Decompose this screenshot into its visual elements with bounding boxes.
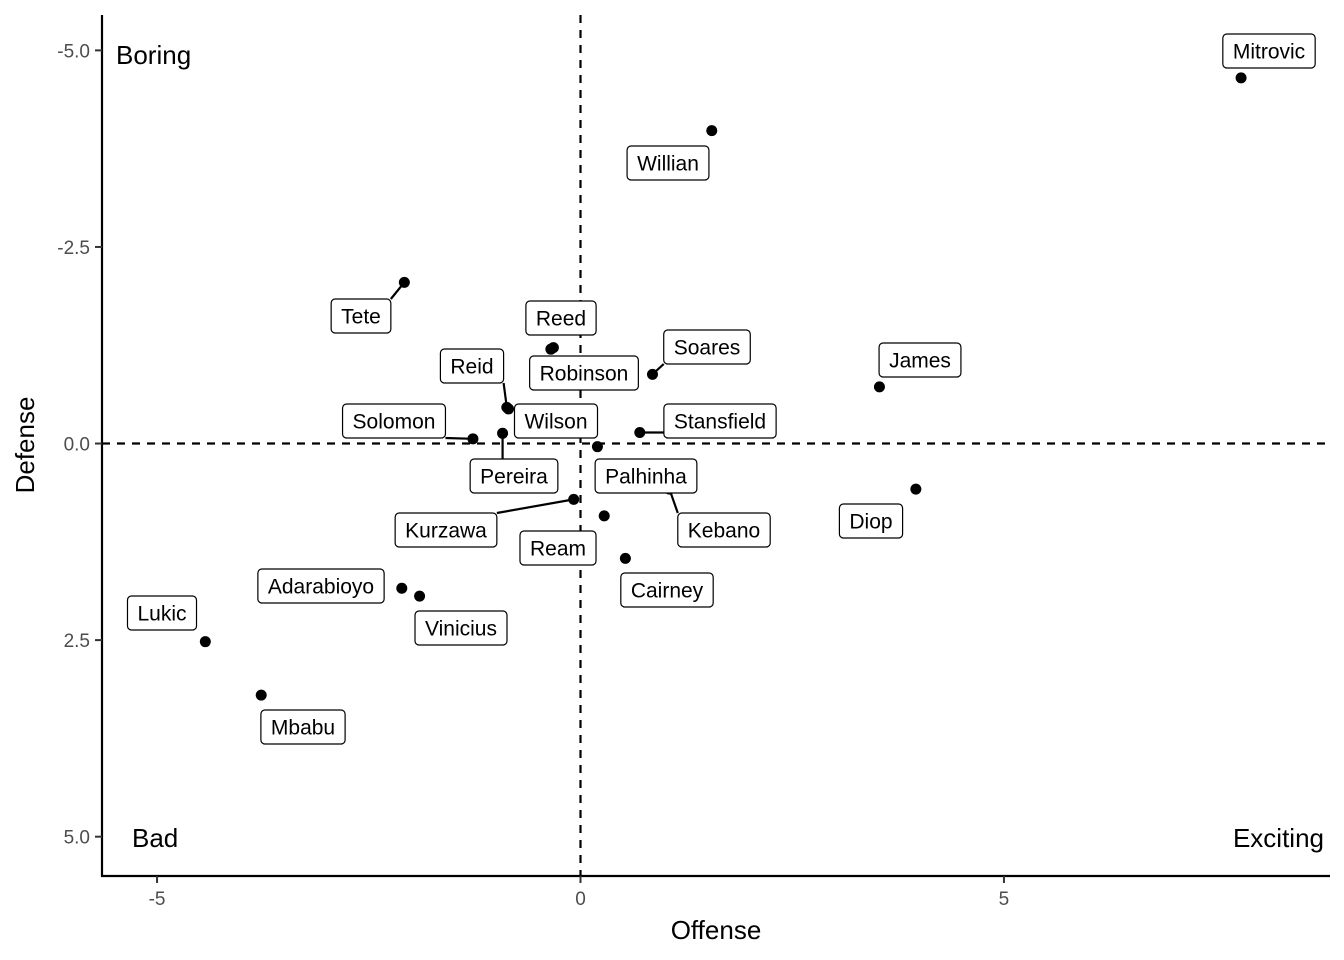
- label-box-willian: [626, 145, 710, 181]
- point-mbabu: [255, 689, 267, 701]
- point-labels: Mitrovic Willian Tete Reed Robinson Soares Jam…: [126, 33, 1316, 745]
- label-wilson: Wilson: [524, 411, 587, 434]
- label-soares: Soares: [674, 337, 741, 360]
- label-vinicius: Vinicius: [425, 618, 497, 641]
- label-box-solomon: [341, 403, 447, 439]
- label-mbabu: Mbabu: [271, 717, 335, 740]
- point-robinson: [545, 343, 557, 355]
- point-james: [873, 381, 885, 393]
- x-tick-label: 5: [999, 889, 1010, 910]
- quadrant-label-exciting: Exciting: [1233, 823, 1324, 853]
- y-tick-label: -2.5: [57, 238, 90, 259]
- point-willian: [706, 125, 718, 137]
- point-kurzawa: [568, 493, 580, 505]
- x-tick-label: 0: [575, 889, 586, 910]
- label-reid: Reid: [450, 356, 493, 379]
- label-box-lukic: [126, 595, 198, 631]
- y-tick-label: 2.5: [64, 631, 90, 652]
- point-stansfield: [634, 427, 646, 439]
- axes: -5 0 5 -5.0 -2.5 0.0 2.5 5.0: [57, 15, 1330, 910]
- label-kebano: Kebano: [688, 520, 760, 543]
- point-lukic: [199, 636, 211, 648]
- label-box-james: [878, 342, 962, 378]
- label-box-diop: [838, 503, 904, 539]
- label-box-mbabu: [260, 709, 346, 745]
- point-cairney: [619, 552, 631, 564]
- y-tick-label: 5.0: [64, 828, 90, 849]
- label-reed: Reed: [536, 308, 586, 331]
- label-lukic: Lukic: [137, 603, 186, 626]
- label-solomon: Solomon: [353, 411, 436, 434]
- label-willian: Willian: [637, 153, 699, 176]
- point-solomon: [467, 433, 479, 445]
- label-box-robinson: [529, 355, 639, 391]
- x-axis-title: Offense: [671, 915, 762, 945]
- point-wilson: [503, 403, 515, 415]
- label-box-ream: [519, 530, 597, 566]
- label-box-adarabioyo: [257, 568, 385, 604]
- label-adarabioyo: Adarabioyo: [268, 576, 374, 599]
- label-box-mitrovic: [1222, 33, 1316, 69]
- label-box-reed: [525, 300, 597, 336]
- label-box-palhinha: [594, 458, 698, 494]
- label-tete: Tete: [341, 306, 381, 329]
- point-soares: [646, 368, 658, 380]
- label-stansfield: Stansfield: [674, 411, 766, 434]
- label-box-wilson: [513, 403, 599, 439]
- label-diop: Diop: [849, 511, 892, 534]
- label-kurzawa: Kurzawa: [405, 520, 487, 543]
- label-box-stansfield: [663, 403, 777, 439]
- label-pereira: Pereira: [480, 466, 548, 489]
- label-box-tete: [330, 298, 392, 334]
- point-ream: [598, 510, 610, 522]
- point-mitrovic: [1235, 72, 1247, 84]
- point-pereira: [497, 427, 509, 439]
- point-adarabioyo: [396, 582, 408, 594]
- point-vinicius: [414, 590, 426, 602]
- label-james: James: [889, 350, 951, 373]
- point-palhinha: [591, 441, 603, 453]
- point-tete: [398, 276, 410, 288]
- x-tick-label: -5: [149, 889, 166, 910]
- label-box-vinicius: [414, 610, 508, 646]
- label-box-kurzawa: [394, 512, 498, 548]
- quadrant-label-boring: Boring: [116, 40, 191, 70]
- label-box-cairney: [620, 572, 714, 608]
- label-box-kebano: [677, 512, 771, 548]
- point-diop: [910, 483, 922, 495]
- label-ream: Ream: [530, 538, 586, 561]
- label-box-pereira: [469, 458, 559, 494]
- label-box-reid: [439, 348, 505, 384]
- label-palhinha: Palhinha: [605, 466, 687, 489]
- label-mitrovic: Mitrovic: [1233, 41, 1305, 64]
- data-points: [199, 72, 1247, 701]
- label-box-soares: [663, 329, 751, 365]
- label-cairney: Cairney: [631, 580, 704, 603]
- leader-kurzawa: [496, 498, 574, 515]
- label-robinson: Robinson: [540, 363, 629, 386]
- y-tick-label: 0.0: [64, 435, 90, 456]
- y-axis-title: Defense: [10, 397, 40, 494]
- y-tick-label: -5.0: [57, 41, 90, 62]
- reference-lines: [102, 15, 1330, 876]
- quadrant-label-bad: Bad: [132, 823, 178, 853]
